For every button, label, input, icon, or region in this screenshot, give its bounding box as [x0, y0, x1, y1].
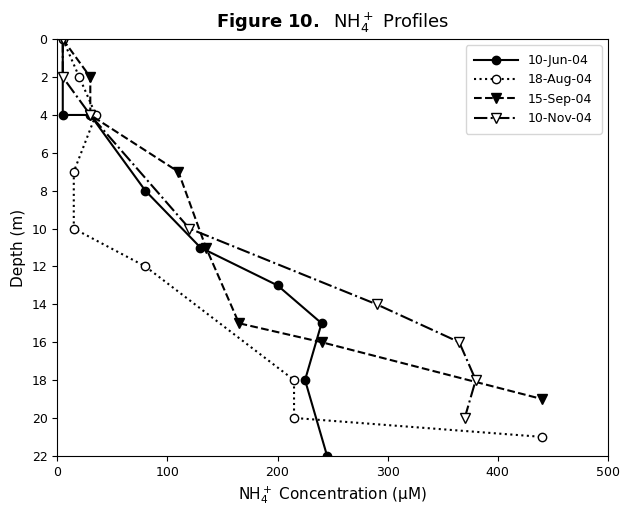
10-Nov-04 [456, 339, 463, 345]
10-Nov-04 [373, 301, 380, 308]
15-Sep-04 [318, 339, 326, 345]
10-Nov-04 [59, 36, 66, 42]
Title: $\mathbf{Figure\ 10.}$  NH$_4^+$ Profiles: $\mathbf{Figure\ 10.}$ NH$_4^+$ Profiles [216, 11, 449, 35]
10-Jun-04 [141, 188, 149, 194]
18-Aug-04 [70, 225, 78, 232]
10-Nov-04 [86, 112, 94, 118]
15-Sep-04 [175, 169, 182, 175]
10-Jun-04 [301, 377, 309, 383]
X-axis label: NH$_4^+$ Concentration (μM): NH$_4^+$ Concentration (μM) [238, 484, 427, 506]
15-Sep-04 [59, 36, 66, 42]
Line: 10-Nov-04: 10-Nov-04 [58, 34, 481, 423]
18-Aug-04 [290, 377, 298, 383]
10-Nov-04 [186, 225, 193, 232]
18-Aug-04 [70, 169, 78, 175]
18-Aug-04 [59, 36, 66, 42]
10-Jun-04 [274, 282, 281, 288]
15-Sep-04 [538, 396, 546, 402]
18-Aug-04 [76, 74, 83, 80]
18-Aug-04 [141, 263, 149, 269]
10-Nov-04 [472, 377, 480, 383]
15-Sep-04 [86, 112, 94, 118]
18-Aug-04 [290, 415, 298, 421]
10-Jun-04 [59, 36, 66, 42]
10-Nov-04 [59, 74, 66, 80]
10-Nov-04 [461, 415, 468, 421]
Y-axis label: Depth (m): Depth (m) [11, 208, 26, 286]
10-Jun-04 [59, 112, 66, 118]
Line: 10-Jun-04: 10-Jun-04 [59, 35, 331, 460]
15-Sep-04 [202, 245, 209, 251]
10-Jun-04 [323, 453, 331, 459]
Legend: 10-Jun-04, 18-Aug-04, 15-Sep-04, 10-Nov-04: 10-Jun-04, 18-Aug-04, 15-Sep-04, 10-Nov-… [466, 45, 601, 134]
15-Sep-04 [86, 74, 94, 80]
10-Jun-04 [197, 245, 204, 251]
Line: 18-Aug-04: 18-Aug-04 [59, 35, 546, 441]
18-Aug-04 [92, 112, 100, 118]
15-Sep-04 [235, 320, 243, 326]
18-Aug-04 [538, 434, 546, 440]
10-Jun-04 [86, 112, 94, 118]
Line: 15-Sep-04: 15-Sep-04 [58, 34, 546, 404]
10-Jun-04 [318, 320, 326, 326]
